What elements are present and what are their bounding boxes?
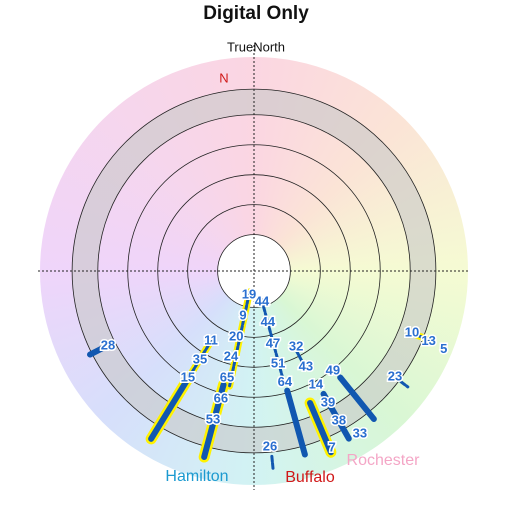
- segment: [270, 454, 275, 471]
- channel-label: 14: [309, 376, 324, 391]
- channel-label: 47: [266, 335, 280, 350]
- segment: [399, 380, 410, 389]
- channel-label: 49: [326, 362, 340, 377]
- channel-label: 23: [388, 368, 402, 383]
- segment: [284, 387, 308, 458]
- channel-label: 64: [278, 374, 293, 389]
- city-label: Hamilton: [165, 468, 228, 485]
- channel-label: 35: [193, 352, 207, 367]
- channel-label: 19: [242, 286, 256, 301]
- channel-label: 10: [405, 324, 419, 339]
- channel-label: 7: [328, 439, 335, 454]
- channel-label: 28: [101, 337, 115, 352]
- channel-label: 11: [204, 332, 218, 347]
- channel-label: 5: [440, 341, 447, 356]
- channel-label: 32: [289, 338, 303, 353]
- channel-label: 15: [181, 369, 195, 384]
- north-label: N: [219, 70, 228, 85]
- channel-label: 38: [332, 412, 346, 427]
- segment: [307, 399, 334, 456]
- segment: [260, 298, 286, 385]
- segment: [201, 381, 227, 461]
- channel-label: 53: [206, 411, 220, 426]
- segment: [148, 373, 193, 442]
- segment: [187, 337, 215, 379]
- channel-label: 44: [255, 294, 270, 309]
- subtitle: TrueNorth: [227, 39, 285, 54]
- segment: [411, 332, 433, 343]
- channel-label: 9: [239, 307, 246, 322]
- channel-label: 24: [224, 348, 239, 363]
- channel-label: 33: [353, 425, 367, 440]
- channel-label: 44: [261, 314, 276, 329]
- channel-label: 43: [299, 358, 313, 373]
- channel-label: 66: [214, 390, 228, 405]
- channel-label: 65: [220, 369, 234, 384]
- channel-label: 13: [421, 333, 435, 348]
- city-label: Buffalo: [285, 469, 335, 486]
- segment: [294, 348, 308, 371]
- segment: [228, 290, 252, 388]
- channel-label: 26: [263, 438, 277, 453]
- segment: [320, 390, 352, 442]
- segment: [337, 374, 377, 423]
- segment: [87, 344, 107, 358]
- city-label: Rochester: [347, 452, 421, 469]
- chart-title: Digital Only: [203, 3, 309, 24]
- channel-label: 39: [321, 394, 335, 409]
- channel-label: 20: [229, 329, 243, 344]
- channel-label: 51: [271, 356, 285, 371]
